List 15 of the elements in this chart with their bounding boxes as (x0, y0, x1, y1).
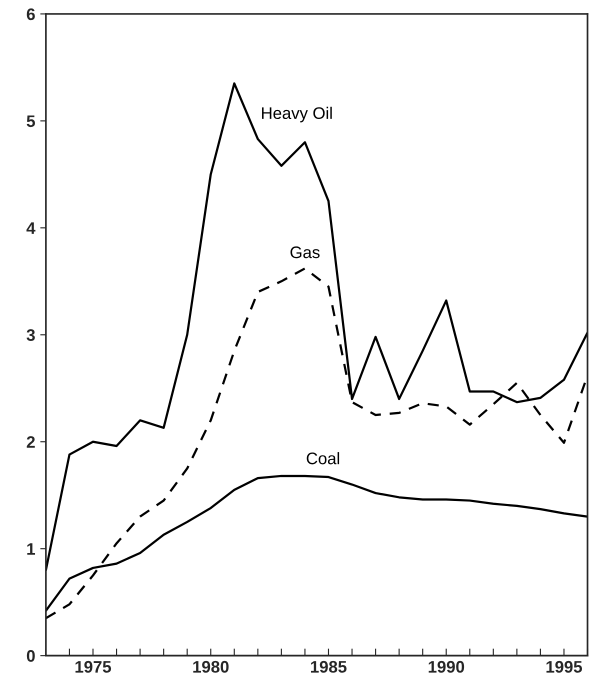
x-tick-label: 1975 (76, 660, 112, 673)
y-tick-label: 6 (26, 8, 35, 20)
y-tick-label: 5 (26, 115, 36, 128)
y-tick-label: 3 (26, 329, 35, 342)
y-tick-label: 2 (26, 436, 35, 448)
x-tick-label: 1995 (546, 660, 582, 673)
x-tick-label: 1990 (428, 660, 464, 673)
series-label: Coal (306, 452, 340, 464)
x-tick-label: 1980 (193, 660, 229, 673)
y-tick-label: 0 (26, 650, 35, 662)
series-label: Heavy Oil (262, 106, 332, 122)
y-tick-label: 4 (26, 222, 36, 234)
y-tick-label: 1 (27, 543, 36, 555)
x-tick-label: 1985 (310, 660, 347, 673)
series-label: Gas (290, 246, 320, 258)
